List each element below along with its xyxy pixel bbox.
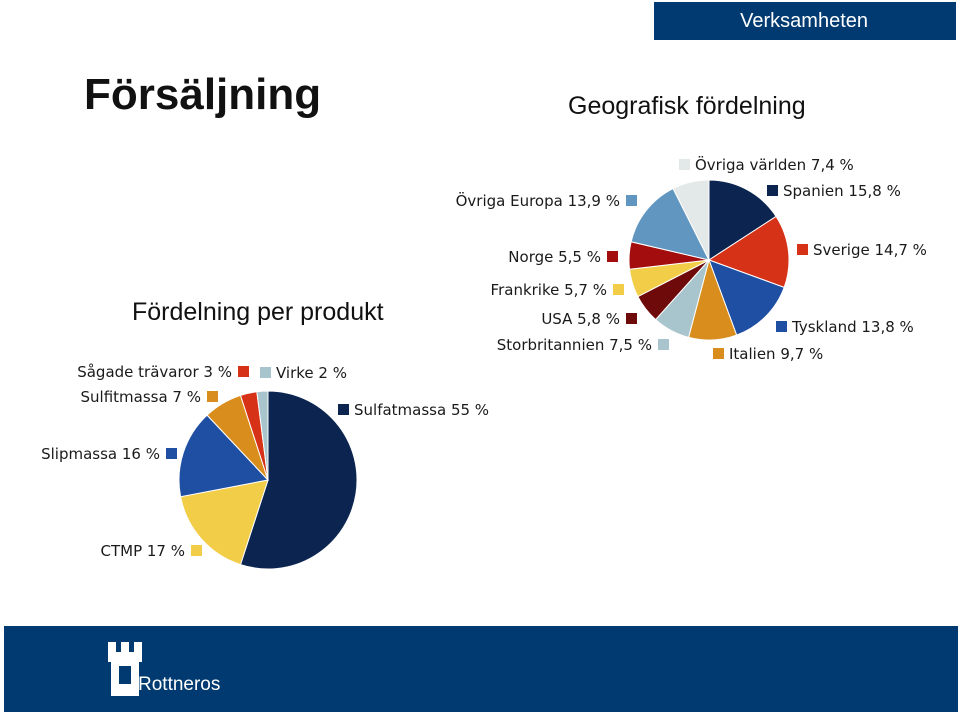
- pie-slice-virke: [256, 390, 269, 481]
- legend-swatch-ovriga-varlden: [679, 159, 690, 170]
- pie-slice-ctmp: [179, 479, 269, 566]
- pie-label-ovriga-europa: Övriga Europa 13,9 %: [456, 191, 620, 210]
- pie-label-slipmassa: Slipmassa 16 %: [41, 445, 160, 463]
- legend-swatch-norge: [607, 251, 618, 262]
- pie-slice-ovriga-varlden: [672, 179, 710, 261]
- pie-label-sagade-travaror: Sågade trävaror 3 %: [77, 363, 232, 381]
- legend-swatch-usa: [626, 313, 637, 324]
- legend-swatch-frankrike: [613, 284, 624, 295]
- legend-swatch-slipmassa: [166, 448, 177, 459]
- pie-label-norge: Norge 5,5 %: [508, 248, 601, 266]
- pie-slice-tyskland: [708, 259, 785, 336]
- pie-slice-sulfatmassa: [239, 390, 358, 570]
- pie-slice-spanien: [708, 179, 777, 261]
- brand-name: Rottneros: [138, 674, 221, 695]
- pie-label-ovriga-varlden: Övriga världen 7,4 %: [695, 155, 854, 174]
- legend-swatch-storbritannien: [658, 339, 669, 350]
- pie-slice-slipmassa: [178, 414, 269, 498]
- pie-label-tyskland: Tyskland 13,8 %: [791, 318, 914, 336]
- section-label: Verksamheten: [740, 10, 868, 32]
- legend-swatch-sverige: [797, 244, 808, 255]
- legend-swatch-tyskland: [776, 321, 787, 332]
- pie-label-usa: USA 5,8 %: [541, 310, 620, 328]
- pie-label-frankrike: Frankrike 5,7 %: [491, 281, 607, 299]
- pie-slice-ovriga-europa: [630, 187, 710, 261]
- legend-swatch-sulfatmassa: [338, 404, 349, 415]
- legend-swatch-ovriga-europa: [626, 195, 637, 206]
- pie-label-ctmp: CTMP 17 %: [101, 542, 186, 560]
- pie-label-virke: Virke 2 %: [276, 364, 347, 382]
- legend-swatch-italien: [713, 348, 724, 359]
- footer-bar: Rottneros: [4, 626, 958, 712]
- pie-label-spanien: Spanien 15,8 %: [783, 182, 901, 200]
- page-title: Försäljning: [84, 70, 322, 119]
- pie-label-italien: Italien 9,7 %: [729, 345, 823, 363]
- legend-swatch-sulfitmassa: [207, 391, 218, 402]
- pie-label-storbritannien: Storbritannien 7,5 %: [497, 336, 652, 354]
- pie-label-sulfitmassa: Sulfitmassa 7 %: [81, 388, 201, 406]
- pie-slice-sverige: [707, 215, 790, 289]
- pie-label-sulfatmassa: Sulfatmassa 55 %: [354, 401, 489, 419]
- legend-swatch-virke: [260, 367, 271, 378]
- section-badge: Verksamheten: [654, 2, 956, 40]
- pie-label-sverige: Sverige 14,7 %: [813, 241, 927, 259]
- legend-swatch-sagade-travaror: [238, 366, 249, 377]
- product-chart-title: Fördelning per produkt: [132, 298, 384, 326]
- rottneros-logo-icon: [108, 642, 142, 696]
- legend-swatch-ctmp: [191, 545, 202, 556]
- geography-chart-title: Geografisk fördelning: [568, 92, 806, 120]
- legend-swatch-spanien: [767, 185, 778, 196]
